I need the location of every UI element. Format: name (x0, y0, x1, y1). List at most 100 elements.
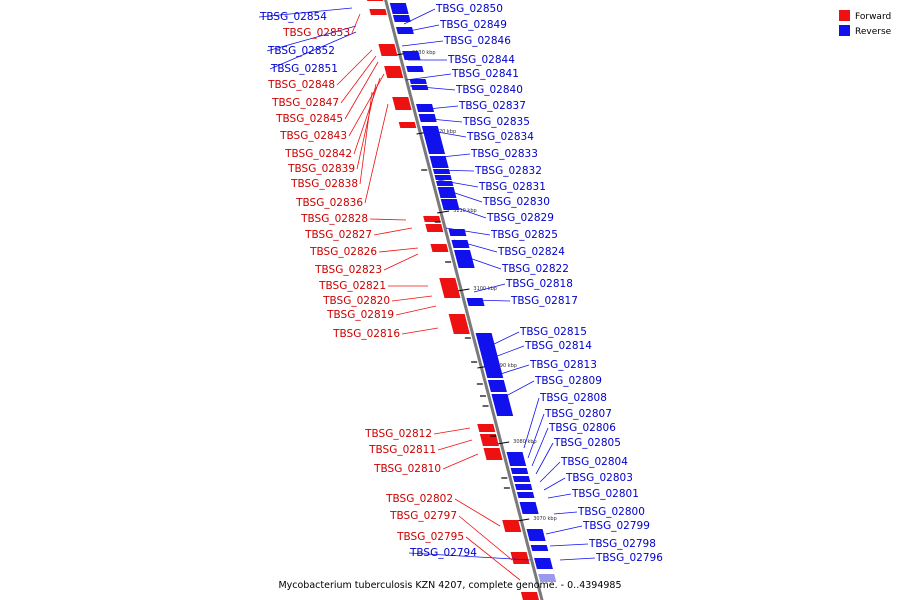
reverse-gene-label[interactable]: TBSG_02841 (451, 68, 519, 80)
reverse-gene-label[interactable]: TBSG_02850 (435, 3, 503, 15)
reverse-gene-label[interactable]: TBSG_02814 (524, 340, 592, 352)
forward-gene-block[interactable] (430, 244, 449, 252)
reverse-gene-label[interactable]: TBSG_02807 (544, 408, 612, 420)
forward-gene-label[interactable]: TBSG_02802 (385, 493, 453, 505)
reverse-gene-label[interactable]: TBSG_02804 (560, 456, 628, 468)
reverse-gene-block[interactable] (429, 156, 449, 168)
reverse-gene-block[interactable] (475, 333, 504, 378)
forward-gene-label[interactable]: TBSG_02820 (322, 295, 390, 307)
forward-gene-label[interactable]: TBSG_02843 (279, 130, 347, 142)
reverse-gene-label[interactable]: TBSG_02829 (486, 212, 554, 224)
forward-gene-label[interactable]: TBSG_02821 (318, 280, 386, 292)
forward-gene-block[interactable] (439, 278, 461, 298)
reverse-gene-label[interactable]: TBSG_02854 (259, 11, 327, 23)
forward-gene-block[interactable] (378, 44, 398, 56)
reverse-gene-label[interactable]: TBSG_02844 (447, 54, 515, 66)
forward-gene-label[interactable]: TBSG_02826 (309, 246, 377, 258)
reverse-gene-label[interactable]: TBSG_02809 (534, 375, 602, 387)
forward-gene-block[interactable] (483, 448, 503, 460)
forward-gene-block[interactable] (425, 224, 444, 232)
forward-gene-label[interactable]: TBSG_02847 (271, 97, 339, 109)
reverse-gene-block[interactable] (506, 452, 527, 466)
reverse-gene-block[interactable] (409, 79, 427, 84)
reverse-gene-label[interactable]: TBSG_02851 (270, 63, 338, 75)
reverse-gene-label[interactable]: TBSG_02817 (510, 295, 578, 307)
reverse-gene-block[interactable] (516, 492, 535, 498)
forward-gene-label[interactable]: TBSG_02838 (290, 178, 358, 190)
forward-gene-block[interactable] (369, 9, 387, 15)
reverse-gene-label[interactable]: TBSG_02834 (466, 131, 534, 143)
reverse-gene-label[interactable]: TBSG_02796 (595, 552, 663, 564)
reverse-gene-label[interactable]: TBSG_02801 (571, 488, 639, 500)
reverse-gene-block[interactable] (396, 27, 414, 34)
forward-gene-label[interactable]: TBSG_02842 (284, 148, 352, 160)
reverse-gene-block[interactable] (434, 175, 452, 180)
forward-gene-block[interactable] (520, 592, 539, 600)
reverse-gene-label[interactable]: TBSG_02825 (490, 229, 558, 241)
forward-gene-block[interactable] (398, 122, 417, 128)
reverse-gene-label[interactable]: TBSG_02822 (501, 263, 569, 275)
forward-gene-labels[interactable]: TBSG_02853 TBSG_02848 TBSG_02847 TBSG_02845… (267, 13, 521, 581)
reverse-gene-label[interactable]: TBSG_02837 (458, 100, 526, 112)
forward-gene-label[interactable]: TBSG_02797 (389, 510, 457, 522)
reverse-gene-block[interactable] (437, 187, 457, 198)
reverse-gene-block[interactable] (534, 558, 553, 569)
forward-gene-block[interactable] (448, 314, 470, 334)
reverse-gene-labels[interactable]: TBSG_02854 TBSG_02850 TBSG_02849 TBSG_02846… (258, 3, 663, 564)
reverse-gene-label[interactable]: TBSG_02833 (470, 148, 538, 160)
reverse-gene-label[interactable]: TBSG_02818 (505, 278, 573, 290)
reverse-gene-label[interactable]: TBSG_02808 (539, 392, 607, 404)
forward-gene-label[interactable]: TBSG_02828 (300, 213, 368, 225)
reverse-gene-label[interactable]: TBSG_02800 (577, 506, 645, 518)
forward-gene-label[interactable]: TBSG_02845 (275, 113, 343, 125)
reverse-gene-label[interactable]: TBSG_02799 (582, 520, 650, 532)
reverse-gene-label[interactable]: TBSG_02832 (474, 165, 542, 177)
reverse-gene-label[interactable]: TBSG_02835 (462, 116, 530, 128)
forward-gene-label[interactable]: TBSG_02816 (332, 328, 400, 340)
reverse-gene-block[interactable] (512, 476, 531, 482)
forward-gene-block[interactable] (392, 97, 412, 110)
reverse-gene-label[interactable]: TBSG_02852 (267, 45, 335, 57)
reverse-gene-label[interactable]: TBSG_02830 (482, 196, 550, 208)
reverse-gene-block[interactable] (519, 502, 539, 514)
reverse-gene-label[interactable]: TBSG_02805 (553, 437, 621, 449)
reverse-gene-block[interactable] (451, 240, 470, 248)
forward-gene-block[interactable] (384, 66, 404, 78)
reverse-gene-block[interactable] (402, 51, 421, 60)
reverse-gene-block[interactable] (491, 394, 514, 416)
forward-gene-block[interactable] (502, 520, 522, 532)
reverse-gene-label[interactable]: TBSG_02849 (439, 19, 507, 31)
reverse-gene-label[interactable]: TBSG_02803 (565, 472, 633, 484)
reverse-gene-block[interactable] (526, 529, 546, 541)
forward-gene-block[interactable] (510, 552, 530, 564)
reverse-gene-block[interactable] (487, 380, 507, 392)
reverse-gene-block[interactable] (538, 574, 557, 582)
reverse-gene-block[interactable] (406, 66, 424, 72)
reverse-gene-label[interactable]: TBSG_02840 (455, 84, 523, 96)
reverse-gene-label[interactable]: TBSG_02813 (529, 359, 597, 371)
forward-gene-label[interactable]: TBSG_02795 (396, 531, 464, 543)
forward-gene-block[interactable] (366, 0, 384, 1)
forward-gene-label[interactable]: TBSG_02853 (282, 27, 350, 39)
forward-gene-label[interactable]: TBSG_02810 (373, 463, 441, 475)
reverse-gene-block[interactable] (466, 298, 485, 306)
forward-gene-label[interactable]: TBSG_02823 (314, 264, 382, 276)
forward-gene-block[interactable] (477, 424, 496, 432)
forward-gene-block[interactable] (479, 434, 499, 446)
reverse-gene-block[interactable] (436, 181, 454, 186)
reverse-gene-block[interactable] (389, 3, 409, 14)
forward-gene-label[interactable]: TBSG_02811 (368, 444, 436, 456)
reverse-gene-label[interactable]: TBSG_02794 (409, 547, 477, 559)
reverse-gene-label[interactable]: TBSG_02831 (478, 181, 546, 193)
reverse-gene-block[interactable] (514, 484, 533, 490)
reverse-gene-block[interactable] (510, 468, 529, 474)
reverse-gene-block[interactable] (392, 15, 411, 22)
reverse-gene-block[interactable] (418, 114, 437, 122)
reverse-gene-block[interactable] (530, 545, 549, 551)
forward-gene-label[interactable]: TBSG_02839 (287, 163, 355, 175)
reverse-gene-label[interactable]: TBSG_02846 (443, 35, 511, 47)
reverse-gene-label[interactable]: TBSG_02806 (548, 422, 616, 434)
reverse-gene-label[interactable]: TBSG_02815 (519, 326, 587, 338)
reverse-gene-block[interactable] (421, 126, 446, 154)
forward-gene-label[interactable]: TBSG_02827 (304, 229, 372, 241)
